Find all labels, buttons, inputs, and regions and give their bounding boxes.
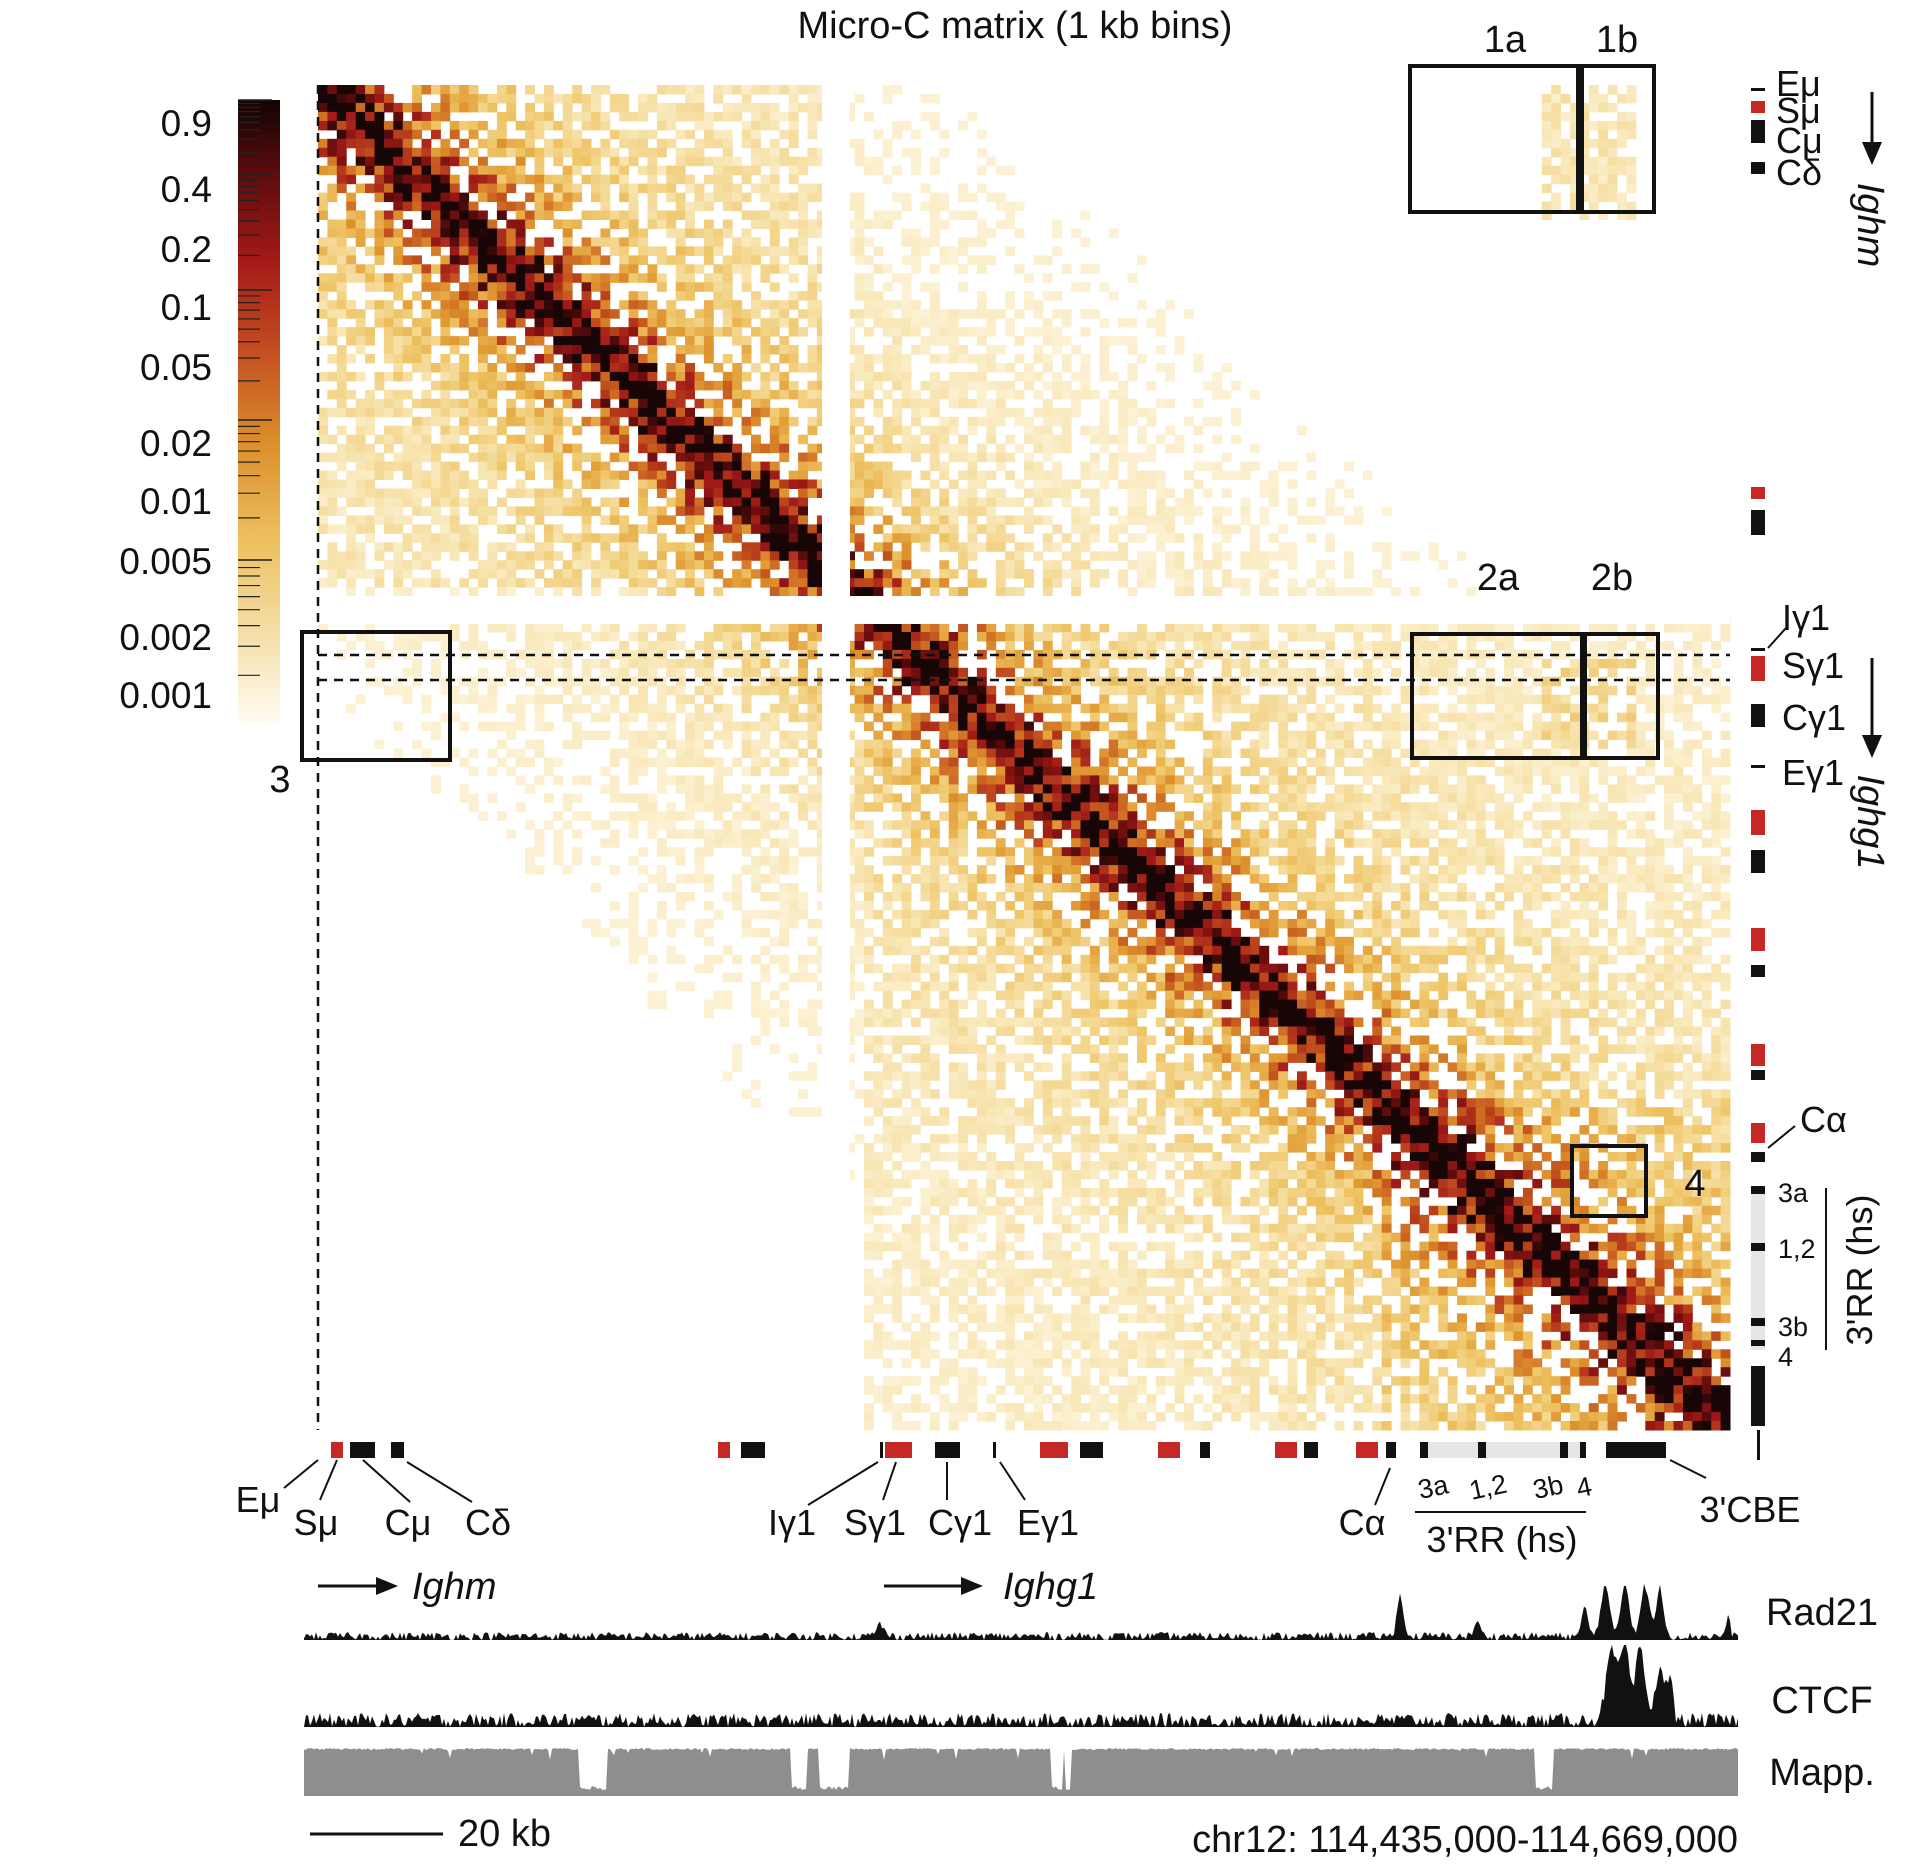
label-e-mu-right: Eμ: [1776, 63, 1821, 104]
label-c-mu: Cμ: [385, 1502, 432, 1543]
label-hs-12-bottom: 1,2: [1467, 1469, 1510, 1506]
gap-vertical: [822, 85, 850, 1430]
colorbar-tick-label: 0.001: [119, 675, 212, 716]
label-hs-4-right: 4: [1778, 1342, 1793, 1372]
box-3: [300, 630, 452, 762]
label-i-g1: Iγ1: [768, 1502, 816, 1543]
track-label-ctcf: CTCF: [1771, 1680, 1872, 1722]
label-c-delta: Cδ: [465, 1502, 511, 1543]
track-ctcf: [304, 1645, 1738, 1727]
dashed-guides: [316, 85, 1730, 1430]
colorbar-tick-label: 0.1: [161, 287, 212, 328]
chart-title: Micro-C matrix (1 kb bins): [798, 5, 1233, 47]
colorbar-tick-label: 0.01: [140, 481, 212, 522]
track-label-rad21: Rad21: [1766, 1592, 1878, 1634]
label-hs-12-right: 1,2: [1778, 1234, 1816, 1264]
gap-horizontal: [318, 596, 1730, 624]
box-label-2b: 2b: [1591, 557, 1633, 599]
gene-ighm-bottom: Ighm: [412, 1566, 496, 1608]
arrow-right-icon: [318, 1577, 398, 1595]
label-s-mu: Sμ: [294, 1502, 339, 1543]
box-label-1a: 1a: [1484, 19, 1527, 61]
gene-ighg1-right: Ighg1: [1849, 774, 1891, 869]
colorbar-tick-labels: 0.9 0.4 0.2 0.1 0.05 0.02 0.01 0.005 0.002 0.001: [119, 103, 212, 716]
right-leader-lines: [1767, 627, 1827, 1350]
box-1b: [1580, 64, 1656, 214]
box-label-2a: 2a: [1477, 557, 1520, 599]
colorbar-tick-label: 0.05: [140, 347, 212, 388]
label-e-mu: Eμ: [236, 1479, 281, 1520]
label-hs-3b-right: 3b: [1778, 1312, 1808, 1342]
label-c-delta-right: Cδ: [1776, 152, 1822, 193]
label-3rr-bottom: 3'RR (hs): [1427, 1519, 1578, 1560]
label-c-alpha: Cα: [1339, 1502, 1386, 1543]
colorbar-tick-label: 0.2: [161, 229, 212, 270]
box-1a: [1408, 64, 1580, 214]
colorbar-tick-label: 0.005: [119, 541, 212, 582]
label-hs-3b-bottom: 3b: [1530, 1469, 1566, 1505]
colorbar-tick-label: 0.02: [140, 423, 212, 464]
label-e-g1: Eγ1: [1017, 1502, 1079, 1543]
colorbar-gradient: [238, 100, 280, 725]
label-s-g1: Sγ1: [844, 1502, 906, 1543]
box-2a: [1410, 632, 1584, 760]
gene-ighm-right: Ighm: [1849, 183, 1891, 267]
gene-ighg1-bottom: Ighg1: [1003, 1566, 1098, 1608]
label-hs-3a-right: 3a: [1778, 1178, 1809, 1208]
arrow-right-icon: [884, 1577, 983, 1595]
label-c-g1: Cγ1: [928, 1502, 992, 1543]
colorbar-tick-label: 0.9: [161, 103, 212, 144]
label-hs-3a-bottom: 3a: [1415, 1469, 1452, 1505]
box-label-1b: 1b: [1596, 19, 1638, 61]
label-s-mu-right: Sμ: [1776, 90, 1821, 131]
label-c-g1-right: Cγ1: [1782, 697, 1846, 738]
arrow-down-icon: [1862, 92, 1882, 165]
right-annotation-bar: [1751, 88, 1765, 1460]
arrow-down-icon: [1862, 658, 1882, 758]
label-e-g1-right: Eγ1: [1782, 752, 1844, 793]
track-label-mapp: Mapp.: [1769, 1752, 1875, 1794]
label-3cbe: 3'CBE: [1700, 1489, 1801, 1530]
box-label-4: 4: [1684, 1163, 1705, 1205]
label-hs-4-bottom: 4: [1574, 1471, 1595, 1503]
box-4: [1570, 1144, 1648, 1218]
box-2b: [1583, 632, 1660, 760]
track-mappability: [304, 1748, 1738, 1796]
scale-bar-label: 20 kb: [458, 1813, 551, 1855]
colorbar-tick-label: 0.002: [119, 617, 212, 658]
label-c-mu-right: Cμ: [1776, 120, 1823, 161]
label-c-alpha-right: Cα: [1800, 1099, 1847, 1140]
label-s-g1-right: Sγ1: [1782, 645, 1844, 686]
label-i-g1-right: Iγ1: [1782, 597, 1830, 638]
bottom-annotation-bar: [331, 1442, 1666, 1458]
colorbar-minor-ticks: [238, 99, 272, 676]
colorbar: 0.9 0.4 0.2 0.1 0.05 0.02 0.01 0.005 0.002 0.001: [119, 99, 280, 725]
colorbar-tick-label: 0.4: [161, 169, 212, 210]
region-label: chr12: 114,435,000-114,669,000: [1192, 1819, 1738, 1861]
bottom-leader-lines: [283, 1459, 1707, 1513]
label-3rr-right: 3'RR (hs): [1839, 1195, 1880, 1346]
box-label-3: 3: [269, 759, 290, 801]
annotation-boxes: [300, 64, 1660, 1218]
track-rad21: [304, 1583, 1738, 1640]
